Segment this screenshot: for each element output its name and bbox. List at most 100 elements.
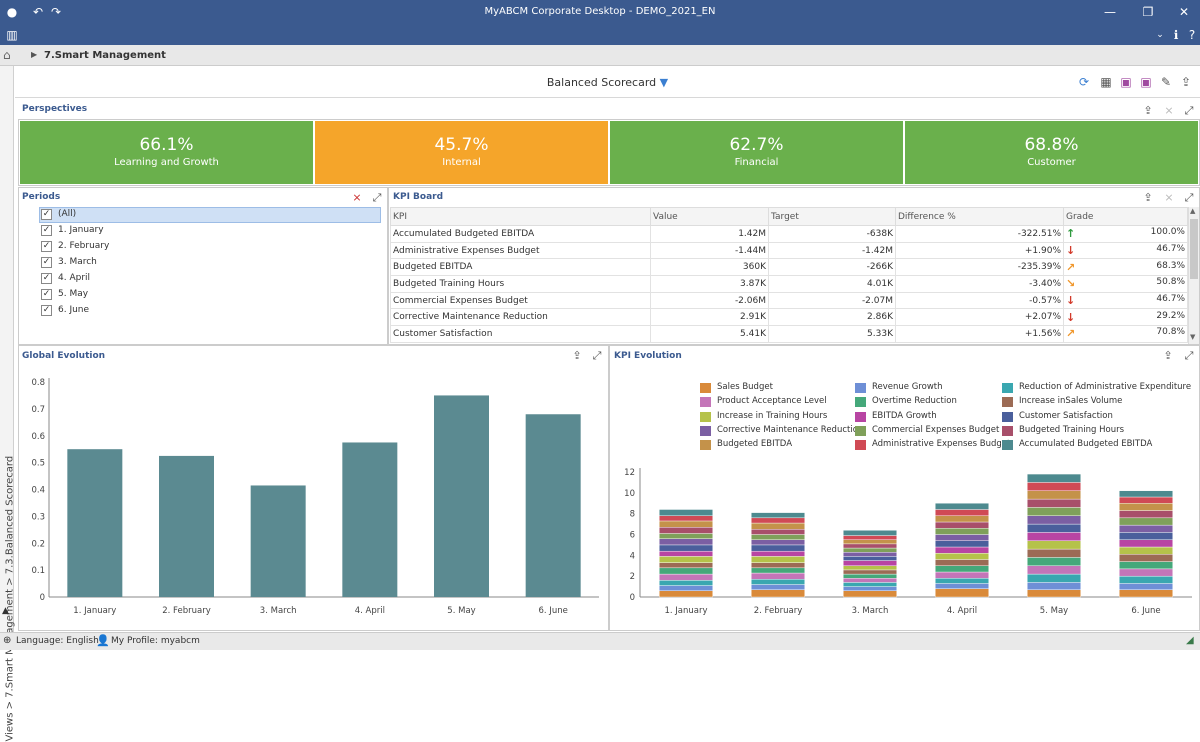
language-status[interactable]: Language: English [16, 636, 99, 646]
restore-icon[interactable]: ❐ [1142, 5, 1154, 19]
window-title: MyABCM Corporate Desktop - DEMO_2021_EN [484, 6, 716, 17]
stacked-bar-segment [935, 534, 989, 541]
stacked-bar-segment [935, 588, 989, 598]
legend-swatch [700, 411, 711, 422]
kpi-value-cell: 5.41K [650, 325, 769, 343]
maximize-icon[interactable]: ⤢ [1184, 104, 1194, 117]
perspective-tile-internal[interactable]: 45.7% Internal [315, 121, 608, 184]
stacked-bar-segment [659, 533, 713, 539]
dashboard-title: Balanced Scorecard ▼ [546, 76, 669, 89]
legend-swatch [855, 397, 866, 408]
resize-grip-icon[interactable]: ◢ [1186, 635, 1194, 646]
perspective-tile-financial[interactable]: 62.7% Financial [610, 121, 903, 184]
app-logo-icon: ● [6, 5, 18, 19]
side-path-text: Views > 7.Smart Management > 7.3.Balance… [4, 455, 16, 742]
legend-swatch [1002, 411, 1013, 422]
export-icon[interactable]: ⇪ [1143, 104, 1153, 117]
maximize-icon[interactable]: ⤢ [592, 349, 602, 362]
table-row[interactable]: Customer Satisfaction 5.41K 5.33K +1.56% ↗ 70… [390, 325, 1188, 343]
export-icon[interactable]: ⇪ [1180, 75, 1192, 89]
table-row[interactable]: Accumulated Budgeted EBITDA 1.42M -638K -32… [390, 225, 1188, 243]
checkbox[interactable]: ✓ [41, 289, 52, 300]
save-icon[interactable]: ▣ [1120, 75, 1132, 89]
grade-value: 29.2% [1156, 310, 1185, 321]
period-item-march[interactable]: ✓ 3. March [41, 255, 381, 271]
column-header[interactable]: KPI [390, 207, 651, 226]
stacked-bar-segment [935, 515, 989, 523]
period-item-may[interactable]: ✓ 5. May [41, 287, 381, 303]
legend-label: Increase inSales Volume [1019, 396, 1123, 407]
maximize-icon[interactable]: ⤢ [372, 191, 382, 204]
table-scrollbar[interactable]: ▲ ▼ [1188, 207, 1199, 344]
table-row[interactable]: Budgeted EBITDA 360K -266K -235.39% ↗ 68.3% [390, 258, 1188, 277]
redo-icon[interactable]: ↷ [50, 5, 62, 19]
period-item-april[interactable]: ✓ 4. April [41, 271, 381, 287]
column-header[interactable]: Grade [1063, 207, 1188, 226]
period-item-june[interactable]: ✓ 6. June [41, 303, 381, 319]
legend-swatch [700, 383, 711, 393]
help-icon[interactable]: ? [1188, 28, 1196, 42]
x-tick-label: 4. April [355, 606, 385, 616]
table-row[interactable]: Administrative Expenses Budget -1.44M -1.4… [390, 241, 1188, 260]
kpi-value-cell: -1.44M [650, 241, 769, 260]
close-icon[interactable]: ✕ [1178, 5, 1190, 19]
stacked-bar-segment [751, 544, 805, 552]
clear-filter-icon[interactable]: ⨯ [1164, 104, 1174, 117]
info-icon[interactable]: ℹ [1173, 28, 1179, 42]
column-header[interactable]: Difference % [895, 207, 1064, 226]
legend-swatch [855, 411, 866, 422]
table-row[interactable]: Commercial Expenses Budget -2.06M -2.07M -0… [390, 291, 1188, 310]
collapse-up-icon[interactable]: ▲ [2, 606, 9, 616]
export-icon[interactable]: ⇪ [1143, 191, 1153, 204]
period-item-january[interactable]: ✓ 1. January [41, 223, 381, 239]
stacked-bar-segment [1119, 517, 1173, 526]
stacked-bar-segment [1119, 561, 1173, 570]
table-row[interactable]: Corrective Maintenance Reduction 2.91K 2.8… [390, 308, 1188, 327]
clear-filter-icon[interactable]: ⨯ [1164, 191, 1174, 204]
grid-icon[interactable]: ▦ [1100, 75, 1112, 89]
checkbox[interactable]: ✓ [41, 241, 52, 252]
checkbox[interactable]: ✓ [41, 225, 52, 236]
tile-value: 62.7% [729, 135, 784, 155]
checkbox[interactable]: ✓ [41, 209, 52, 220]
clear-filter-icon[interactable]: ⨯ [352, 191, 362, 204]
perspective-tile-customer[interactable]: 68.8% Customer [905, 121, 1198, 184]
minimize-icon[interactable]: — [1104, 5, 1116, 19]
export-icon[interactable]: ⇪ [1163, 349, 1173, 362]
perspective-tile-learning[interactable]: 66.1% Learning and Growth [20, 121, 313, 184]
column-header[interactable]: Target [768, 207, 896, 226]
y-tick-label: 2 [630, 572, 635, 582]
stacked-bar-segment [659, 527, 713, 534]
export-icon[interactable]: ⇪ [572, 349, 582, 362]
periods-selected-row [39, 207, 381, 223]
undo-icon[interactable]: ↶ [32, 5, 44, 19]
stacked-bar-segment [935, 583, 989, 589]
stacked-bar-segment [843, 543, 897, 549]
kpi-target-cell: -1.42M [768, 241, 896, 260]
save-as-icon[interactable]: ▣ [1140, 75, 1152, 89]
column-header[interactable]: Value [650, 207, 769, 226]
stacked-bar-segment [935, 571, 989, 579]
table-row[interactable]: Budgeted Training Hours 3.87K 4.01K -3.40% ↘… [390, 275, 1188, 293]
edit-icon[interactable]: ✎ [1160, 75, 1172, 89]
profile-status[interactable]: My Profile: myabcm [111, 636, 200, 646]
home-icon[interactable]: ⌂ [3, 48, 11, 62]
checkbox[interactable]: ✓ [41, 273, 52, 284]
chevron-down-icon[interactable]: ⌄ [1156, 30, 1164, 40]
stacked-bar-segment [1027, 573, 1081, 583]
maximize-icon[interactable]: ⤢ [1184, 191, 1194, 204]
maximize-icon[interactable]: ⤢ [1184, 349, 1194, 362]
legend-label: Administrative Expenses Budget [872, 439, 1011, 450]
y-tick-label: 12 [624, 468, 635, 478]
layout-icon[interactable]: ▥ [6, 28, 18, 42]
stacked-bar-segment [1119, 575, 1173, 584]
breadcrumb[interactable]: 7.Smart Management [44, 50, 166, 61]
checkbox[interactable]: ✓ [41, 305, 52, 316]
stacked-bar-segment [1027, 532, 1081, 541]
period-item-february[interactable]: ✓ 2. February [41, 239, 381, 255]
y-tick-label: 0.4 [31, 486, 45, 496]
checkbox[interactable]: ✓ [41, 257, 52, 268]
period-item-all[interactable]: ✓ (All) [41, 207, 381, 223]
refresh-icon[interactable]: ⟳ [1078, 75, 1090, 89]
chevron-right-icon[interactable]: ▶ [31, 50, 38, 59]
